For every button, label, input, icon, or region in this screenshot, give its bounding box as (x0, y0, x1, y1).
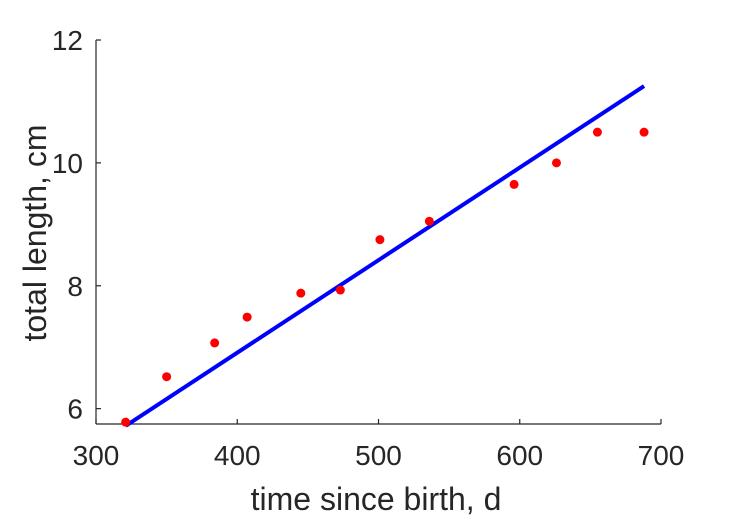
x-tick-label: 500 (355, 440, 402, 471)
y-axis-label: total length, cm (17, 125, 53, 342)
data-point (592, 127, 602, 137)
data-point (335, 285, 345, 295)
x-axis-label: time since birth, d (251, 481, 502, 517)
data-point (639, 127, 649, 137)
data-point (375, 235, 385, 245)
x-tick-label: 600 (496, 440, 543, 471)
data-point (424, 216, 434, 226)
axes (95, 39, 662, 425)
y-tick-label: 8 (67, 271, 83, 302)
data-point (121, 417, 131, 427)
x-tick-label: 700 (638, 440, 685, 471)
data-point (210, 338, 220, 348)
x-tick-label: 400 (214, 440, 261, 471)
tick-labels: 300 400 500 600 700 6 8 10 12 (52, 25, 685, 471)
y-tick-label: 12 (52, 25, 83, 56)
data-point (162, 372, 172, 382)
y-tick-label: 6 (67, 394, 83, 425)
fit-line (124, 84, 646, 428)
data-point (296, 288, 306, 298)
data-point (509, 179, 519, 189)
y-tick-label: 10 (52, 148, 83, 179)
data-point (551, 158, 561, 168)
plot-series (121, 84, 649, 428)
x-tick-label: 300 (73, 440, 120, 471)
data-point (242, 312, 252, 322)
